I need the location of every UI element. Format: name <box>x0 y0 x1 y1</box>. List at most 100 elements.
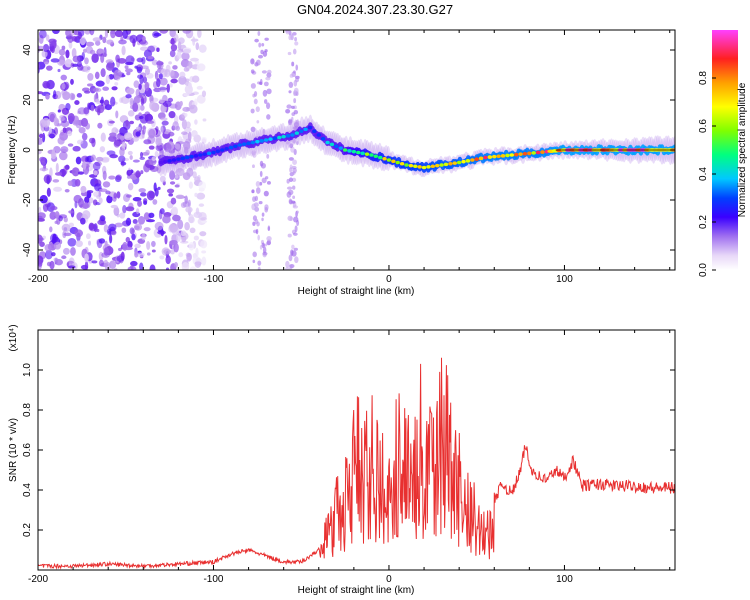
y-tick-label: 0 <box>22 147 33 153</box>
noise-blob <box>291 61 295 67</box>
noise-blob <box>60 74 68 81</box>
ridge-peak <box>509 153 515 157</box>
noise-blob <box>144 81 150 92</box>
noise-blob <box>110 30 116 39</box>
noise-blob <box>159 255 165 260</box>
noise-blob <box>267 225 271 232</box>
noise-blob <box>105 74 111 85</box>
noise-blob <box>191 130 198 138</box>
noise-blob <box>160 117 168 121</box>
noise-blob <box>77 64 84 71</box>
noise-blob <box>57 136 65 145</box>
x-tick-label: 0 <box>386 274 392 285</box>
noise-blob <box>62 127 67 133</box>
noise-blob <box>50 206 58 211</box>
noise-blob <box>255 187 261 194</box>
noise-blob <box>288 81 294 89</box>
ridge-peak <box>382 156 387 161</box>
noise-blob <box>99 215 106 222</box>
ridge-peak <box>334 144 339 149</box>
noise-blob <box>285 30 290 35</box>
noise-blob <box>259 170 263 177</box>
x-tick-label: 100 <box>556 574 573 585</box>
noise-blob <box>201 138 207 145</box>
noise-blob <box>98 197 103 204</box>
noise-blob <box>180 59 190 68</box>
ridge-peak <box>391 159 396 164</box>
noise-blob <box>193 211 203 218</box>
noise-blob <box>255 181 261 187</box>
noise-blob <box>154 221 164 231</box>
noise-blob <box>200 217 208 221</box>
noise-blob <box>183 140 191 150</box>
noise-blob <box>293 98 297 104</box>
noise-blob <box>258 200 263 205</box>
spectrogram-x-label: Height of straight line (km) <box>298 286 415 297</box>
noise-blob <box>146 241 151 250</box>
noise-blob <box>121 227 127 234</box>
ridge-peak <box>206 151 212 156</box>
noise-blob <box>38 63 41 70</box>
noise-blob <box>127 182 134 191</box>
noise-blob <box>257 260 262 266</box>
noise-blob <box>156 78 161 88</box>
ridge-peak <box>377 155 383 160</box>
noise-blob <box>292 32 297 36</box>
noise-blob <box>113 206 120 216</box>
ridge-peak <box>500 154 506 158</box>
noise-blob <box>131 233 136 241</box>
noise-blob <box>185 78 190 82</box>
noise-blob <box>292 159 297 165</box>
noise-blob <box>102 86 110 91</box>
noise-blob <box>54 220 59 225</box>
noise-blob <box>250 126 256 133</box>
noise-blob <box>170 197 177 205</box>
noise-blob <box>182 30 192 34</box>
noise-blob <box>42 203 49 212</box>
noise-blob <box>193 235 200 241</box>
noise-blob <box>285 267 290 270</box>
noise-blob <box>153 182 157 192</box>
colorbar-ticks: 0.0 0.2 0.4 0.6 0.8 <box>698 71 716 277</box>
noise-blob <box>149 264 156 270</box>
noise-blob <box>65 103 71 111</box>
noise-blob <box>174 175 179 179</box>
noise-blob <box>49 226 53 233</box>
noise-blob <box>108 175 116 180</box>
noise-blob <box>104 30 109 38</box>
noise-blob <box>67 143 74 147</box>
noise-blob <box>256 120 260 124</box>
snr-x-ticks: -200 -100 0 100 <box>28 330 671 585</box>
noise-blob <box>39 251 46 260</box>
noise-blob <box>133 80 140 88</box>
noise-blob <box>38 234 43 244</box>
ridge-peak <box>347 149 352 153</box>
noise-blob <box>176 232 182 242</box>
noise-blob <box>158 209 163 220</box>
noise-blob <box>115 110 119 119</box>
noise-blob <box>139 156 146 160</box>
noise-blob <box>59 116 65 122</box>
noise-blob <box>170 70 176 79</box>
x-tick-label: -200 <box>28 274 48 285</box>
noise-blob <box>163 248 172 255</box>
noise-blob <box>178 252 184 258</box>
noise-blob <box>251 203 257 211</box>
noise-blob <box>292 48 297 55</box>
noise-blob <box>70 78 74 85</box>
noise-blob <box>251 58 255 64</box>
noise-blob <box>198 181 207 191</box>
colorbar-tick-label: 0.8 <box>698 71 709 85</box>
x-tick-label: 100 <box>556 274 573 285</box>
noise-blob <box>202 118 207 122</box>
noise-blob <box>129 227 135 235</box>
noise-blob <box>100 53 105 64</box>
noise-blob <box>184 112 188 117</box>
noise-blob <box>134 243 141 249</box>
noise-blob <box>183 48 192 54</box>
noise-blob <box>293 109 299 115</box>
noise-blob <box>82 161 87 170</box>
noise-blob <box>135 131 141 137</box>
noise-blob <box>262 251 268 256</box>
noise-blob <box>43 61 49 65</box>
